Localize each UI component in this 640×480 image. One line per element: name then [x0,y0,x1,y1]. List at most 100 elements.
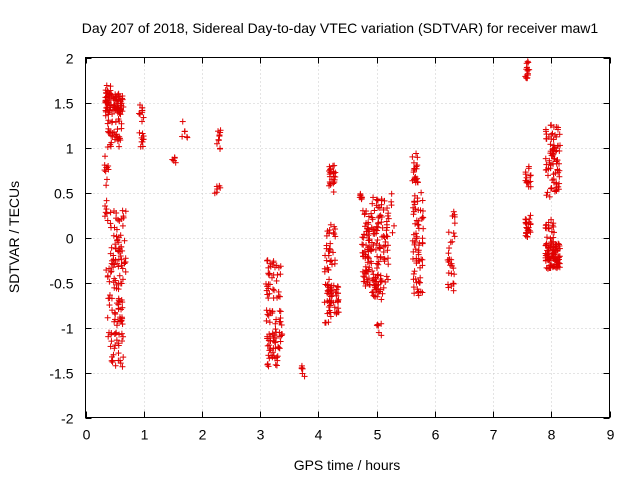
data-point [184,134,191,141]
data-point [115,340,122,347]
data-point [105,295,112,302]
data-point [542,242,549,249]
data-point [384,276,391,283]
data-point [449,212,456,219]
data-point [274,353,281,360]
data-point [115,90,122,97]
data-point [413,150,420,157]
data-point [107,83,114,90]
x-tick-label: 0 [83,427,91,443]
data-point [109,118,116,125]
data-point [139,130,146,137]
data-point [275,343,282,350]
data-point [384,247,391,254]
data-point [371,207,378,214]
data-point [554,167,561,174]
data-point [108,357,115,364]
data-point [449,238,456,245]
data-point [325,319,332,326]
data-point [527,178,534,185]
data-point [116,143,123,150]
data-point [550,136,557,143]
x-tick-label: 7 [490,427,498,443]
data-point [365,237,372,244]
data-point [274,271,281,278]
data-point [414,221,421,228]
data-point [266,307,273,314]
x-axis-label: GPS time / hours [294,457,401,473]
data-point [409,177,416,184]
data-point [273,334,280,341]
data-point [108,224,115,231]
data-point [181,128,188,135]
data-point [445,270,452,277]
data-point [527,172,534,179]
data-point [527,172,534,179]
data-point [375,261,382,268]
data-point [116,106,123,113]
data-point [413,255,420,262]
plot-frame [85,57,610,418]
data-point [326,227,333,234]
data-point [545,165,552,172]
data-point [119,363,126,370]
data-point [380,232,387,239]
data-point [372,275,379,282]
data-point [371,293,378,300]
data-point [113,322,120,329]
data-point [114,126,121,133]
data-point [409,153,416,160]
data-point [326,168,333,175]
data-point [525,219,532,226]
data-point [450,287,457,294]
data-point [331,223,338,230]
data-point [117,253,124,260]
data-point [107,209,114,216]
data-point [378,219,385,226]
data-point [111,309,118,316]
data-point [411,165,418,172]
data-point [110,232,117,239]
data-point [377,212,384,219]
data-point [105,162,112,169]
data-point [369,200,376,207]
data-point [216,182,223,189]
data-point [374,196,381,203]
data-point [556,245,563,252]
data-point [410,270,417,277]
data-point [327,166,334,173]
data-point [335,284,342,291]
data-point [449,262,456,269]
data-point [117,360,124,367]
data-point [279,331,286,338]
data-point [359,241,366,248]
data-point [380,284,387,291]
data-point [373,265,380,272]
data-point [332,233,339,240]
data-point [419,214,426,221]
data-point [553,244,560,251]
data-point [546,257,553,264]
data-point [542,167,549,174]
data-point [119,276,126,283]
data-point [271,287,278,294]
data-point [275,288,282,295]
data-point [414,162,421,169]
data-point [265,295,272,302]
data-point [545,133,552,140]
data-point [376,244,383,251]
data-point [107,343,114,350]
data-point [325,252,332,259]
data-point [445,229,452,236]
data-point [555,183,562,190]
data-point [119,299,126,306]
data-point [108,268,115,275]
data-point [544,250,551,257]
data-point [409,255,416,262]
data-point [107,269,114,276]
data-point [264,342,271,349]
data-point [136,129,143,136]
data-point [550,234,557,241]
data-point [522,219,529,226]
